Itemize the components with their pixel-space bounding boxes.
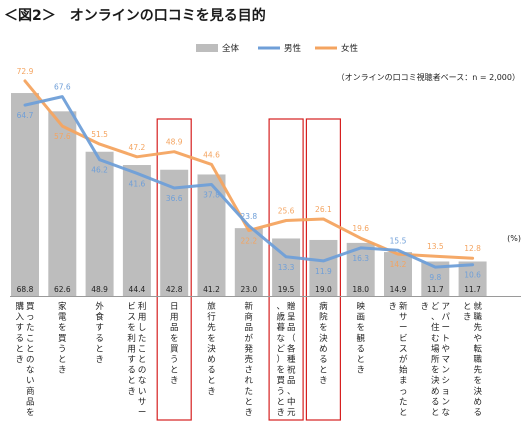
category-label-6: 旅行先を決めるとき [207,301,216,397]
women-value-label-8: 25.6 [278,206,295,215]
bar-3 [85,151,114,296]
series-lines [23,79,475,269]
category-label-3: 外食するとき [95,301,104,365]
bar-value-label-1: 68.8 [17,285,34,294]
line-women [23,79,475,260]
category-label-5: 日用品を買うとき [170,302,179,386]
bar-9 [309,239,338,296]
men-value-label-2: 67.6 [54,83,71,92]
women-value-label-2: 57.6 [54,132,71,141]
women-value-label-1: 72.9 [17,67,34,76]
bar-value-label-5: 42.8 [166,285,183,294]
category-label-8: 贈呈品（各種祝品、中元、歳暮など）を買うとき [277,301,297,418]
category-label-11: 新サービスが始まったとき [389,301,409,418]
category-label-13: 就職先や転職先を決めるとき [463,301,483,418]
legend: 全体 男性 女性 [196,43,359,54]
bar-value-label-13: 11.7 [464,285,481,294]
bar-2 [48,111,77,296]
women-value-label-9: 26.1 [315,205,332,214]
women-value-label-4: 47.2 [129,143,146,152]
chart-note: （オンラインの口コミ視聴者ベース：n = 2,000） [337,72,520,82]
women-value-label-13: 12.8 [464,244,481,253]
men-value-label-7: 23.8 [240,212,257,221]
bar-value-label-4: 44.4 [129,285,146,294]
category-label-10: 映画を観るとき [356,301,365,376]
men-value-label-10: 16.3 [352,254,369,263]
women-value-label-7: 22.2 [240,237,257,246]
bar-value-label-7: 23.0 [240,285,257,294]
bar-value-label-6: 41.2 [203,285,220,294]
men-value-label-11: 15.5 [390,236,407,245]
men-value-label-1: 64.7 [17,111,34,120]
men-value-label-9: 11.9 [315,267,332,276]
unit-label: (%) [507,234,521,243]
category-label-12: アパートやマンションなど、住む場所を決めるとき [421,302,451,418]
bar-value-label-8: 19.5 [278,285,295,294]
category-label-4: 利用したことのないサービスを利用するとき [127,301,146,418]
women-value-label-3: 51.5 [91,130,108,139]
men-value-label-6: 37.8 [203,190,220,199]
women-value-label-12: 13.5 [427,242,444,251]
men-value-label-13: 10.6 [464,271,481,280]
chart-title: ＜図2＞ オンラインの口コミを見る目的 [4,7,266,24]
bar-value-label-11: 14.9 [390,285,407,294]
women-value-label-5: 48.9 [166,138,183,147]
line-men [23,95,475,269]
men-value-label-12: 9.8 [429,273,441,282]
highlight-box-9 [305,118,341,421]
bar-value-label-12: 11.7 [427,285,444,294]
bar-value-label-10: 18.0 [352,285,369,294]
legend-label-3: 女性 [341,43,359,54]
legend-label-1: 全体 [222,43,240,54]
bar-value-label-2: 62.6 [54,285,71,294]
legend-swatch-1 [196,44,218,52]
highlight-boxes [156,118,341,421]
women-value-label-11: 14.2 [390,260,407,269]
bar-11 [384,252,412,296]
category-labels: 買ったことのない商品を購入するとき 家電を買うとき 外食するとき 利用したことのないサ… [16,301,483,418]
bar-13 [458,261,487,296]
men-value-label-5: 36.6 [166,194,183,203]
bar-7 [234,228,263,296]
men-value-label-8: 13.3 [278,263,295,272]
highlight-box-8 [268,118,304,421]
category-label-1: 買ったことのない商品を購入するとき [16,301,35,418]
category-label-2: 家電を買うとき [58,301,67,376]
men-value-label-3: 46.2 [91,166,108,175]
bar-5 [160,169,189,296]
highlight-box-5 [156,118,192,421]
bar-value-label-3: 48.9 [91,285,108,294]
data-labels: 68.8 62.6 48.9 44.4 42.8 41.2 23.0 19.5 19.0 18.0… [17,67,482,294]
legend-label-2: 男性 [284,43,302,54]
women-value-label-6: 44.6 [203,150,220,159]
bar-1 [11,93,39,296]
category-label-9: 病院を決めるとき [319,301,328,386]
men-value-label-4: 41.6 [129,179,146,188]
bar-value-label-9: 19.0 [315,285,332,294]
bars [10,93,521,297]
category-label-7: 新商品が発売されたとき [245,301,254,418]
women-value-label-10: 19.6 [352,224,369,233]
bar-4 [122,165,151,296]
